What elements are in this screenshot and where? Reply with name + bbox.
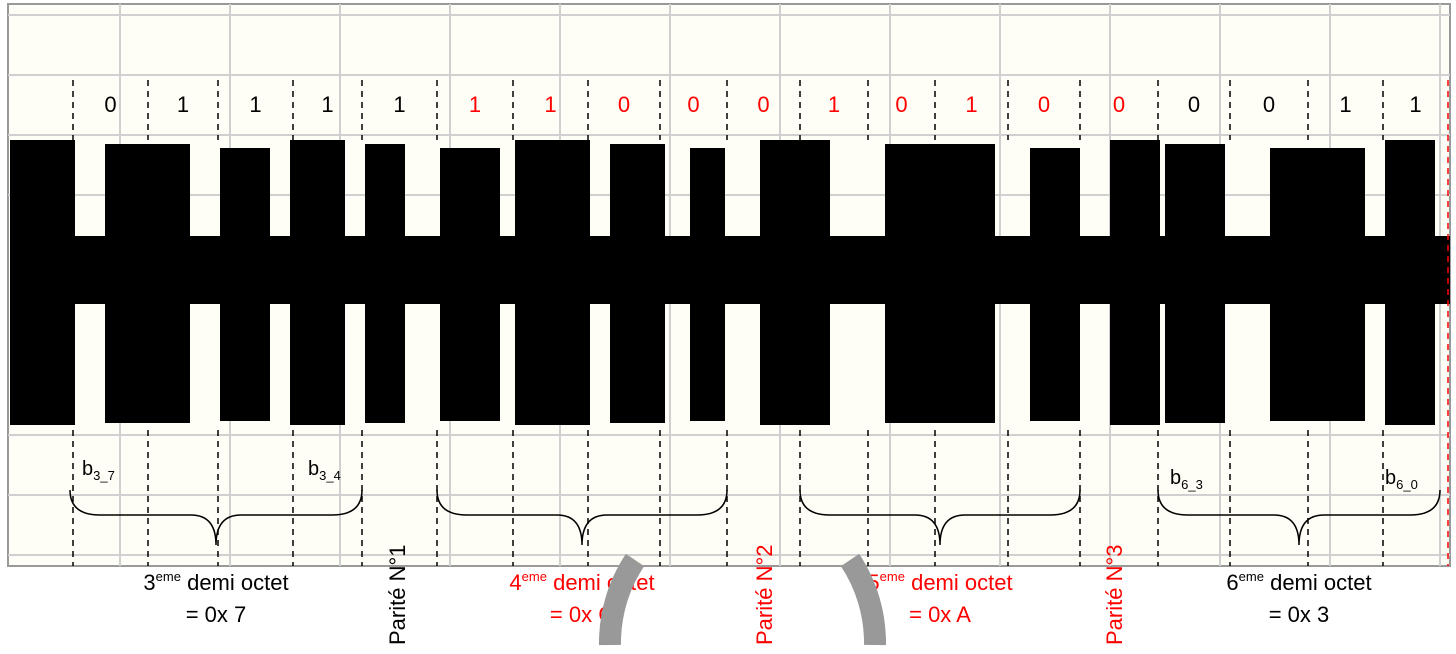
bit: 1	[965, 92, 977, 117]
bit: 0	[1263, 92, 1275, 117]
bit-label-base: b	[308, 458, 319, 480]
group-rest: demi octet	[181, 570, 289, 595]
group-value: = 0x A	[909, 602, 971, 627]
bit: 0	[1038, 92, 1050, 117]
group-title: 3eme demi octet	[143, 569, 288, 595]
burst	[690, 148, 725, 421]
bit-label-sub: 3_7	[93, 468, 115, 483]
scope-diagram: 0111111000101000011b3_7b3_4b6_3b6_03eme …	[0, 0, 1456, 649]
bit: 0	[1188, 92, 1200, 117]
bit-label-sub: 6_0	[1396, 477, 1418, 492]
burst	[1110, 140, 1160, 425]
group-value: = 0x 7	[186, 602, 247, 627]
group-sup: eme	[156, 569, 181, 584]
burst	[610, 144, 665, 423]
bit: 0	[618, 92, 630, 117]
burst	[1030, 148, 1080, 421]
group-sup: eme	[880, 569, 905, 584]
group-rest: demi octet	[1264, 570, 1372, 595]
bit: 1	[1339, 92, 1351, 117]
group-title: 6eme demi octet	[1226, 569, 1371, 595]
burst	[10, 140, 75, 425]
parity: Parité N°1	[385, 544, 410, 645]
group-title: 5eme demi octet	[867, 569, 1012, 595]
group-value: = 0x 3	[1269, 602, 1330, 627]
burst	[290, 140, 345, 425]
group-sup: eme	[1239, 569, 1264, 584]
group-rest: demi octet	[905, 570, 1013, 595]
bit: 0	[1113, 92, 1125, 117]
burst	[1385, 140, 1435, 425]
burst	[1165, 144, 1225, 423]
parity: Parité N°2	[752, 544, 777, 645]
parity: Parité N°3	[1102, 544, 1127, 645]
bit: 1	[469, 92, 481, 117]
burst	[220, 148, 270, 421]
group-ordinal: 4	[509, 570, 521, 595]
burst	[440, 148, 500, 421]
bit-label-base: b	[82, 458, 93, 480]
group-sup: eme	[522, 569, 547, 584]
bit: 0	[104, 92, 116, 117]
bit-label-base: b	[1170, 467, 1181, 489]
bit: 1	[828, 92, 840, 117]
burst	[885, 144, 995, 423]
group-ordinal: 6	[1226, 570, 1238, 595]
burst	[365, 144, 405, 423]
burst	[105, 144, 190, 423]
group-ordinal: 3	[143, 570, 155, 595]
bit: 1	[544, 92, 556, 117]
bit: 1	[1409, 92, 1421, 117]
burst	[1270, 148, 1365, 421]
bit: 0	[687, 92, 699, 117]
burst	[515, 140, 590, 425]
bit-label-base: b	[1385, 467, 1396, 489]
burst	[760, 140, 830, 425]
page: 0111111000101000011b3_7b3_4b6_3b6_03eme …	[0, 0, 1456, 654]
bit: 1	[321, 92, 333, 117]
bit-label-sub: 3_4	[319, 468, 341, 483]
bit: 0	[757, 92, 769, 117]
bit: 1	[249, 92, 261, 117]
bit: 0	[895, 92, 907, 117]
bit: 1	[177, 92, 189, 117]
bit-label-sub: 6_3	[1181, 477, 1203, 492]
bit: 1	[393, 92, 405, 117]
